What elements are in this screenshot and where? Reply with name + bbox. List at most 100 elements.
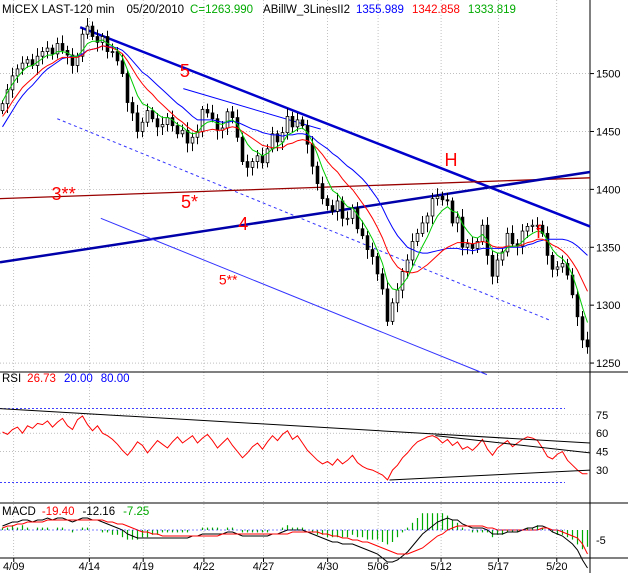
- candle-body-30: [150, 110, 155, 120]
- candle-body-98: [490, 254, 495, 277]
- candle-body-65: [325, 198, 330, 206]
- candle-body-37: [185, 129, 190, 144]
- candle-body-35: [175, 125, 180, 135]
- candle-body-59: [295, 119, 300, 128]
- x-tick-label-5: 4/30: [317, 561, 338, 573]
- candle-body-81: [405, 259, 410, 272]
- trendline-0: [79, 26, 591, 228]
- candle-body-46: [230, 111, 235, 118]
- x-tick-label-3: 4/22: [193, 561, 214, 573]
- macd-line: [2, 517, 588, 569]
- candle-body-106: [530, 224, 535, 227]
- header-title: MICEX LAST-120 min 05/20/2010 C=1263.990 AB…: [2, 4, 516, 16]
- candle-body-72: [360, 228, 365, 237]
- candle-body-26: [130, 102, 135, 114]
- x-tick-label-9: 5/20: [546, 561, 567, 573]
- rsi-trendline-0: [0, 408, 591, 444]
- trendlines: [0, 26, 591, 376]
- candle-body-105: [525, 226, 530, 232]
- candle-body-49: [245, 161, 250, 168]
- candle-body-115: [575, 294, 580, 318]
- candle-body-110: [550, 254, 555, 270]
- candle-body-22: [110, 51, 115, 53]
- candle-body-102: [510, 232, 515, 245]
- candle-body-96: [480, 224, 485, 242]
- candle-body-112: [560, 263, 565, 268]
- candle-body-57: [285, 116, 290, 134]
- candle-body-83: [415, 232, 420, 242]
- candle-body-53: [265, 148, 270, 164]
- candle-body-113: [565, 263, 570, 276]
- candle-body-108: [540, 224, 545, 234]
- candle-body-4: [20, 62, 25, 70]
- rsi-trendline-2: [389, 469, 591, 481]
- candle-body-52: [260, 155, 265, 164]
- candle-body-32: [160, 124, 165, 128]
- candle-body-93: [465, 243, 470, 248]
- candle-body-8: [40, 51, 45, 57]
- candle-body-76: [380, 273, 385, 290]
- candle-body-99: [495, 259, 500, 277]
- candle-body-24: [120, 60, 125, 74]
- candle-body-63: [315, 165, 320, 184]
- x-tick-label-2: 4/19: [132, 561, 153, 573]
- rsi-trendline-1: [435, 435, 591, 454]
- trendline-3: [0, 170, 591, 264]
- moving-averages: [2, 39, 588, 323]
- candle-body-0: [0, 103, 5, 112]
- candle-body-41: [205, 109, 210, 114]
- candle-body-71: [355, 207, 360, 230]
- candle-body-78: [390, 302, 395, 322]
- candle-body-79: [395, 289, 400, 304]
- candle-body-51: [255, 155, 260, 162]
- candle-body-23: [115, 51, 120, 62]
- y-tick-label-0: 1500: [596, 69, 620, 81]
- trendline-2: [0, 177, 591, 200]
- candle-body-62: [310, 143, 315, 167]
- annotation-3: 4: [238, 214, 248, 234]
- candle-body-10: [50, 47, 55, 55]
- candle-body-39: [195, 131, 200, 138]
- candle-body-80: [400, 271, 405, 291]
- candle-body-94: [470, 243, 475, 249]
- candle-body-45: [225, 111, 230, 129]
- annotations: 5 5* 3** 4 5** Hf: [52, 61, 543, 287]
- y-tick-label-3: 1350: [596, 242, 620, 254]
- x-tick-label-4: 4/27: [253, 561, 274, 573]
- trendline-4: [100, 217, 488, 376]
- rsi-line: [2, 415, 588, 481]
- candle-body-86: [430, 198, 435, 217]
- candle-body-111: [555, 266, 560, 270]
- x-tick-label-1: 4/14: [79, 561, 100, 573]
- candle-body-56: [280, 132, 285, 143]
- candle-body-25: [125, 73, 130, 103]
- candle-body-84: [420, 222, 425, 234]
- y-tick-label-1: 1450: [596, 126, 620, 138]
- candle-body-101: [505, 232, 510, 253]
- candle-body-116: [580, 316, 585, 341]
- candle-body-38: [190, 136, 195, 144]
- candle-body-82: [410, 241, 415, 261]
- candle-body-67: [335, 200, 340, 212]
- rsi-axis-label-0: 75: [596, 410, 608, 422]
- candle-body-104: [520, 230, 525, 247]
- candle-body-85: [425, 215, 430, 224]
- annotation-0: 5: [180, 61, 190, 81]
- candle-body-17: [85, 25, 90, 35]
- trendline-1: [57, 118, 551, 321]
- x-tick-label-6: 5/06: [367, 561, 388, 573]
- annotation-4: 5**: [219, 271, 238, 287]
- candle-body-54: [270, 133, 275, 150]
- candle-body-73: [365, 235, 370, 250]
- candle-body-36: [180, 129, 185, 135]
- candle-body-60: [300, 119, 305, 127]
- candle-body-34: [170, 117, 175, 127]
- candle-body-40: [200, 109, 205, 132]
- candle-body-1: [5, 89, 10, 105]
- y-tick-label-4: 1300: [596, 300, 620, 312]
- candle-body-69: [345, 217, 350, 220]
- candle-body-27: [135, 112, 140, 132]
- candle-body-88: [440, 195, 445, 201]
